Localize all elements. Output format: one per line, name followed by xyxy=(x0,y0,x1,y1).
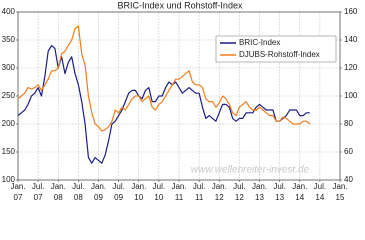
x-tick-label: 13 xyxy=(255,193,264,202)
x-tick-label: 12 xyxy=(235,193,244,202)
x-tick-label: Jan. xyxy=(91,182,106,191)
y-tick-label: 300 xyxy=(2,63,16,72)
chart: BRIC-Index und Rohstoff-Index www.wellen… xyxy=(2,0,358,202)
x-tick-label: 12 xyxy=(215,193,224,202)
x-tick-label: Jan. xyxy=(171,182,186,191)
x-tick-label: 11 xyxy=(195,193,204,202)
y-tick-label: 250 xyxy=(2,91,16,100)
y2-tick-label: 40 xyxy=(344,175,353,184)
y-tick-label: 150 xyxy=(2,147,16,156)
y2-tick-label: 80 xyxy=(344,119,353,128)
legend-label: BRIC-Index xyxy=(239,38,280,47)
x-tick-label: 13 xyxy=(275,193,284,202)
y2-tick-label: 60 xyxy=(344,147,353,156)
x-tick-label: 10 xyxy=(154,193,163,202)
y-tick-label: 200 xyxy=(2,119,16,128)
x-tick-label: Jul. xyxy=(112,182,124,191)
x-tick-label: 14 xyxy=(295,193,304,202)
series-line xyxy=(17,25,311,132)
y2-tick-label: 160 xyxy=(344,7,358,16)
chart-title: BRIC-Index und Rohstoff-Index xyxy=(118,0,243,10)
y-tick-label: 350 xyxy=(2,35,16,44)
x-tick-label: 10 xyxy=(134,193,143,202)
x-tick-label: Jan. xyxy=(10,182,25,191)
x-tick-label: 07 xyxy=(14,193,23,202)
x-tick-label: Jul. xyxy=(193,182,205,191)
x-tick-label: 08 xyxy=(54,193,63,202)
x-tick-label: Jan. xyxy=(292,182,307,191)
x-tick-label: Jan. xyxy=(131,182,146,191)
x-tick-label: Jan. xyxy=(332,182,347,191)
watermark: www.wellenreiter-invest.de xyxy=(191,165,310,176)
x-tick-label: Jul. xyxy=(314,182,326,191)
legend-box xyxy=(215,35,337,63)
y2-tick-label: 100 xyxy=(344,91,358,100)
x-tick-label: 08 xyxy=(74,193,83,202)
x-tick-label: Jul. xyxy=(233,182,245,191)
y2-tick-label: 120 xyxy=(344,63,358,72)
x-tick-label: Jul. xyxy=(273,182,285,191)
x-tick-label: Jan. xyxy=(212,182,227,191)
x-tick-label: Jan. xyxy=(252,182,267,191)
x-tick-label: Jul. xyxy=(72,182,84,191)
y2-tick-label: 140 xyxy=(344,35,358,44)
x-tick-label: 07 xyxy=(34,193,43,202)
x-tick-label: 09 xyxy=(94,193,103,202)
x-tick-label: Jan. xyxy=(51,182,66,191)
legend-label: DJUBS-Rohstoff-Index xyxy=(239,50,320,59)
x-tick-label: 14 xyxy=(315,193,324,202)
x-tick-label: 15 xyxy=(336,193,345,202)
x-tick-label: 11 xyxy=(175,193,184,202)
x-tick-label: Jul. xyxy=(32,182,44,191)
series-line xyxy=(17,45,310,164)
x-tick-label: 09 xyxy=(114,193,123,202)
y-tick-label: 100 xyxy=(2,175,16,184)
y-tick-label: 400 xyxy=(2,7,16,16)
plot-frame xyxy=(17,11,341,181)
x-tick-label: Jul. xyxy=(153,182,165,191)
